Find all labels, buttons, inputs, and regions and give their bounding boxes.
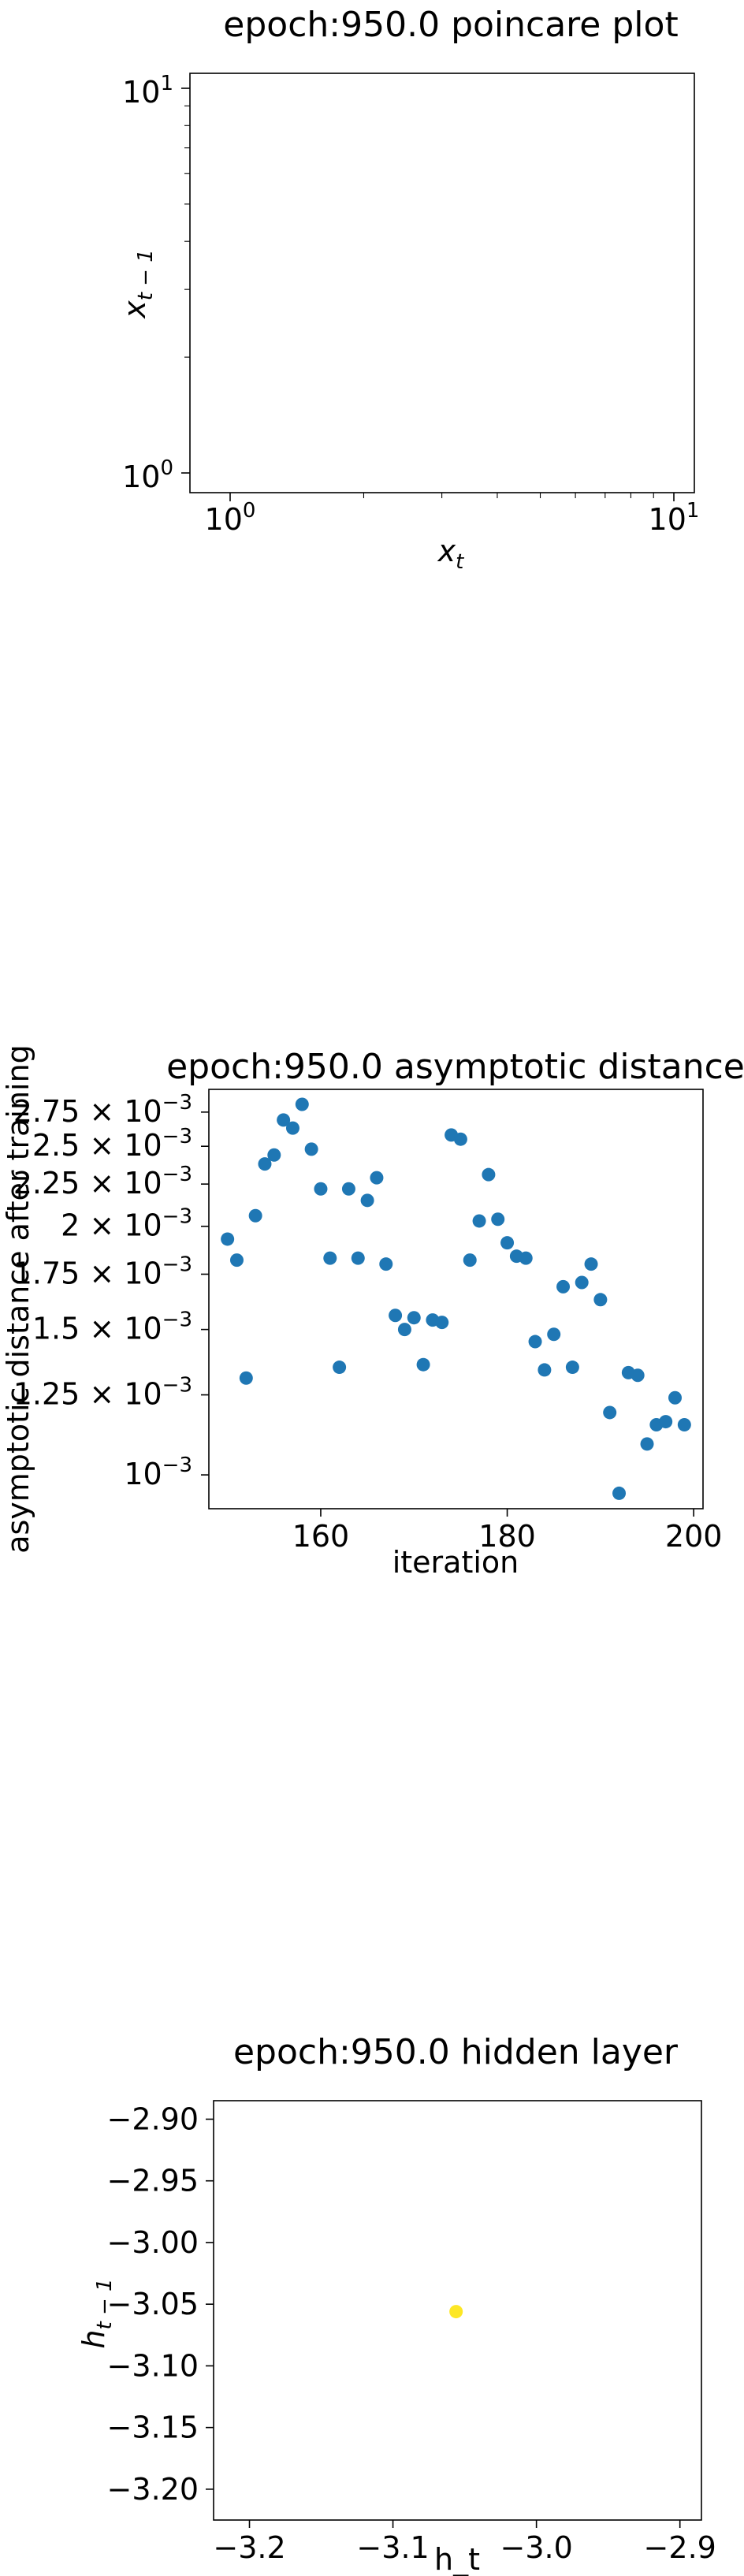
asymptotic-point [389, 1308, 403, 1323]
poincare-y-tick-label: 100 [122, 456, 173, 494]
asymptotic-point [360, 1193, 374, 1208]
asymptotic-point [397, 1323, 411, 1337]
asymptotic-point [612, 1486, 627, 1500]
asymptotic-point [453, 1132, 467, 1146]
asymptotic-point [528, 1335, 542, 1349]
hidden-layer-points [449, 2305, 463, 2319]
hidden-layer-point [449, 2305, 463, 2319]
asymptotic-point [556, 1279, 571, 1294]
asymptotic-point [668, 1390, 683, 1405]
asymptotic-y-axis-label: asymptotic distance after training [1, 1044, 35, 1554]
asymptotic-point [519, 1251, 533, 1265]
asymptotic-point [285, 1121, 299, 1135]
hidden-layer-y-tick-label: −3.00 [107, 2225, 199, 2260]
asymptotic-point [603, 1405, 617, 1420]
asymptotic-point [463, 1253, 477, 1268]
asymptotic-point [659, 1415, 673, 1429]
poincare-plot-title: epoch:950.0 poincare plot [223, 5, 678, 45]
asymptotic-y-tick-label: 2.25 × 10−3 [13, 1163, 192, 1201]
asymptotic-y-ticks: 10−3 1.25 × 10−3 1.5 × 10−3 1.75 × 10−3 2 × … [13, 1091, 209, 1491]
asymptotic-x-tick-label: 200 [665, 1519, 723, 1554]
poincare-x-tick-label: 101 [649, 499, 700, 537]
hidden-layer-y-axis-label: ht − 1 [76, 2278, 117, 2348]
asymptotic-point [407, 1311, 421, 1325]
asymptotic-point [472, 1214, 486, 1228]
poincare-y-tick-label: 101 [122, 72, 173, 110]
asymptotic-chart-title: epoch:950.0 asymptotic distance [166, 1047, 744, 1087]
hidden-layer-x-ticks: −3.2 −3.1 −3.0 −2.9 [213, 2520, 716, 2565]
asymptotic-point [277, 1113, 291, 1127]
poincare-x-axis-label: xt [437, 534, 465, 574]
hidden-layer-title: epoch:950.0 hidden layer [233, 2032, 679, 2072]
asymptotic-point [323, 1251, 337, 1265]
asymptotic-y-tick-label: 1.5 × 10−3 [32, 1308, 192, 1346]
poincare-minor-ticks [184, 105, 654, 498]
asymptotic-x-ticks: 160 180 200 [292, 1509, 723, 1554]
asymptotic-point [248, 1208, 262, 1223]
asymptotic-point [239, 1371, 253, 1385]
asymptotic-chart-axes [208, 1089, 704, 1509]
asymptotic-point [341, 1182, 355, 1196]
asymptotic-point [314, 1182, 328, 1196]
asymptotic-point [677, 1418, 691, 1432]
asymptotic-point [379, 1257, 393, 1271]
hidden-layer-chart: epoch:950.0 hidden layer −2.90 −2.95 −3.00… [76, 2032, 716, 2576]
hidden-layer-y-tick-label: −3.10 [107, 2348, 199, 2383]
poincare-plot-axes [189, 73, 695, 493]
hidden-layer-y-tick-label: −2.95 [107, 2164, 199, 2198]
asymptotic-point [304, 1142, 318, 1156]
asymptotic-y-tick-label: 2 × 10−3 [61, 1205, 192, 1243]
asymptotic-point [295, 1097, 309, 1111]
hidden-layer-x-axis-label: h_t [434, 2542, 480, 2576]
asymptotic-distance-chart: epoch:950.0 asymptotic distance 10−3 1.25… [1, 1044, 744, 1580]
asymptotic-point [370, 1171, 384, 1185]
asymptotic-x-tick-label: 160 [292, 1519, 350, 1554]
asymptotic-y-tick-label: 1.75 × 10−3 [13, 1253, 192, 1290]
hidden-layer-x-tick-label: −3.1 [356, 2530, 429, 2565]
asymptotic-y-tick-label: 2.5 × 10−3 [32, 1125, 192, 1163]
asymptotic-point [351, 1251, 365, 1265]
asymptotic-point [267, 1148, 281, 1162]
asymptotic-y-tick-label: 1.25 × 10−3 [13, 1374, 192, 1412]
hidden-layer-x-tick-label: −3.2 [213, 2530, 285, 2565]
asymptotic-point [333, 1361, 347, 1375]
asymptotic-points [221, 1097, 691, 1500]
asymptotic-point [538, 1363, 552, 1377]
asymptotic-point [593, 1293, 608, 1307]
asymptotic-point [500, 1236, 515, 1250]
asymptotic-point [258, 1157, 272, 1171]
hidden-layer-x-tick-label: −2.9 [644, 2530, 716, 2565]
hidden-layer-x-tick-label: −3.0 [500, 2530, 572, 2565]
asymptotic-point [435, 1316, 449, 1330]
asymptotic-point [565, 1361, 579, 1375]
asymptotic-point [229, 1253, 244, 1268]
hidden-layer-y-tick-label: −2.90 [107, 2101, 199, 2136]
asymptotic-point [491, 1212, 505, 1227]
poincare-y-axis-label: xt − 1 [117, 249, 158, 319]
asymptotic-x-axis-label: iteration [392, 1545, 519, 1580]
poincare-x-tick-label: 100 [205, 499, 256, 537]
asymptotic-x-tick-label: 180 [478, 1519, 536, 1554]
hidden-layer-axes [213, 2100, 702, 2521]
poincare-plot: epoch:950.0 poincare plot 100 101 100 10… [117, 5, 699, 574]
hidden-layer-y-tick-label: −3.15 [107, 2410, 199, 2445]
asymptotic-point [547, 1327, 561, 1342]
asymptotic-point [482, 1167, 496, 1182]
asymptotic-point [631, 1368, 645, 1383]
asymptotic-point [416, 1357, 430, 1372]
asymptotic-point [575, 1275, 589, 1290]
hidden-layer-y-tick-label: −3.20 [107, 2472, 199, 2507]
asymptotic-point [640, 1437, 654, 1451]
hidden-layer-y-tick-label: −3.05 [107, 2287, 199, 2321]
asymptotic-point [221, 1232, 235, 1246]
hidden-layer-y-ticks: −2.90 −2.95 −3.00 −3.05 −3.10 −3.15 −3.20 [107, 2101, 214, 2507]
asymptotic-point [584, 1257, 598, 1271]
asymptotic-y-tick-label: 10−3 [124, 1454, 192, 1491]
asymptotic-y-tick-label: 2.75 × 10−3 [13, 1091, 192, 1129]
